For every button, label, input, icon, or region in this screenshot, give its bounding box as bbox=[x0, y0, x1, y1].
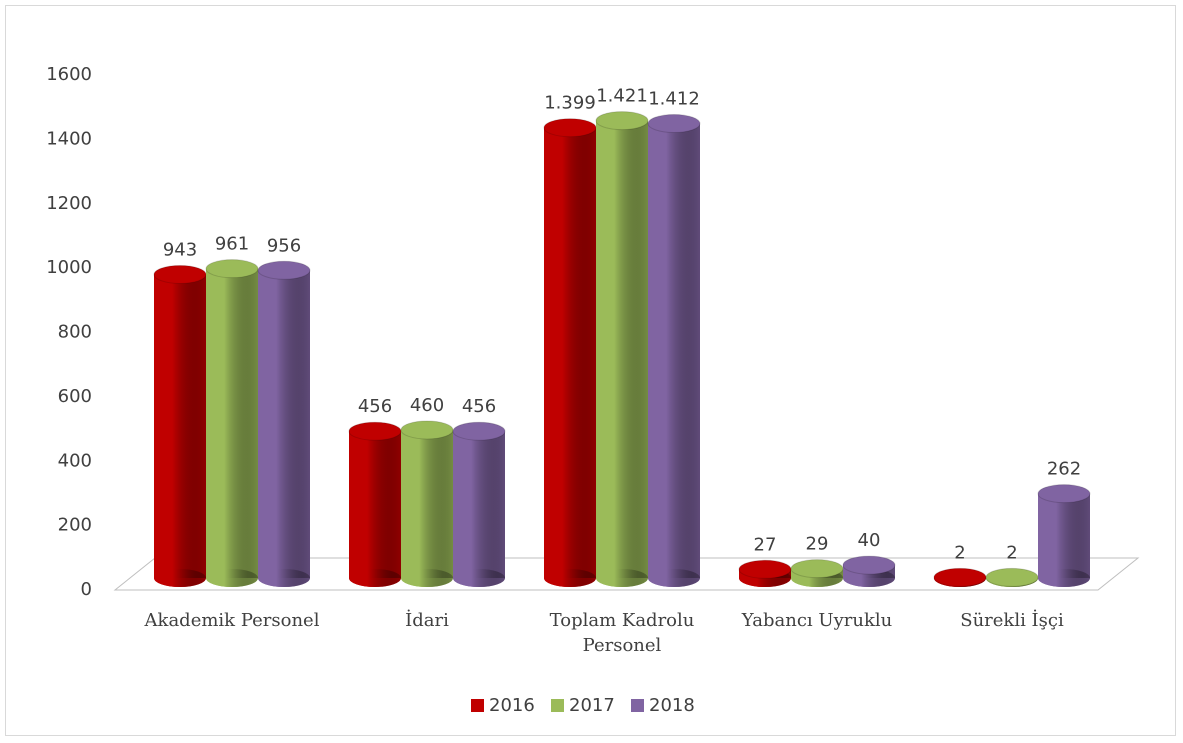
x-tick-label: İdari bbox=[405, 610, 449, 631]
cylinder-shade bbox=[453, 431, 505, 578]
value-label: 27 bbox=[754, 534, 777, 555]
cylinder bbox=[452, 421, 506, 587]
cylinder bbox=[842, 555, 896, 587]
legend-label: 2017 bbox=[569, 695, 615, 716]
cylinder-shade bbox=[544, 127, 596, 579]
cylinder-top bbox=[842, 555, 896, 575]
value-label: 460 bbox=[410, 395, 444, 416]
cylinder-top bbox=[543, 118, 597, 138]
cylinder-top bbox=[595, 111, 649, 131]
legend-label: 2016 bbox=[489, 695, 535, 716]
cylinder-bottom-shade bbox=[206, 569, 258, 587]
value-label: 2 bbox=[954, 542, 965, 563]
legend-swatch bbox=[471, 699, 484, 712]
cylinder bbox=[543, 118, 597, 587]
cylinder-top bbox=[205, 259, 259, 279]
cylinder-bottom-shade bbox=[544, 569, 596, 587]
value-label: 1.421 bbox=[596, 86, 648, 107]
cylinder-shade bbox=[596, 120, 648, 578]
value-label: 2 bbox=[1006, 542, 1017, 563]
cylinder-top bbox=[647, 114, 701, 134]
cylinder-shade bbox=[206, 268, 258, 578]
cylinder bbox=[595, 111, 649, 587]
cylinder bbox=[647, 114, 701, 587]
y-tick-label: 400 bbox=[58, 450, 92, 471]
y-tick-label: 200 bbox=[58, 515, 92, 536]
cylinder bbox=[985, 567, 1039, 587]
cylinder-top bbox=[1037, 484, 1091, 504]
cylinder-top bbox=[348, 421, 402, 441]
value-label: 1.399 bbox=[544, 93, 596, 114]
cylinder bbox=[790, 559, 844, 587]
legend-label: 2018 bbox=[649, 695, 695, 716]
y-tick-label: 1600 bbox=[46, 64, 92, 85]
cylinder bbox=[348, 421, 402, 587]
cylinder-bottom-shade bbox=[401, 569, 453, 587]
cylinder-top bbox=[452, 421, 506, 441]
cylinder-shade bbox=[154, 274, 206, 578]
cylinder-bottom-shade bbox=[843, 569, 895, 587]
cylinder-top bbox=[738, 559, 792, 579]
value-label: 29 bbox=[806, 534, 829, 555]
y-tick-label: 600 bbox=[58, 386, 92, 407]
cylinder-shade bbox=[1038, 493, 1090, 578]
cylinder bbox=[1037, 484, 1091, 587]
cylinder-shade bbox=[401, 429, 453, 578]
cylinder-top bbox=[400, 420, 454, 440]
cylinder-shade bbox=[258, 270, 310, 578]
cylinder-bottom-shade bbox=[453, 569, 505, 587]
cylinder-shade bbox=[349, 431, 401, 578]
cylinder-top bbox=[153, 264, 207, 284]
value-label: 961 bbox=[215, 234, 249, 255]
cylinder-top bbox=[933, 567, 987, 587]
cylinder-shade bbox=[648, 123, 700, 578]
cylinder bbox=[153, 264, 207, 587]
y-tick-label: 1400 bbox=[46, 128, 92, 149]
cylinder-bottom-shade bbox=[349, 569, 401, 587]
y-tick-label: 0 bbox=[81, 579, 92, 600]
x-tick-label: Yabancı Uyruklu bbox=[741, 610, 893, 631]
y-tick-label: 1000 bbox=[46, 257, 92, 278]
value-label: 943 bbox=[163, 239, 197, 260]
cylinder-top bbox=[985, 567, 1039, 587]
cylinder bbox=[400, 420, 454, 587]
legend-swatch bbox=[551, 699, 564, 712]
value-label: 1.412 bbox=[648, 89, 700, 110]
cylinder-bottom-shade bbox=[154, 569, 206, 587]
cylinder-bottom-shade bbox=[1038, 569, 1090, 587]
value-label: 456 bbox=[358, 396, 392, 417]
legend-swatch bbox=[631, 699, 644, 712]
cylinder bbox=[205, 259, 259, 587]
cylinder bbox=[257, 260, 311, 587]
x-tick-label: Akademik Personel bbox=[144, 610, 320, 631]
value-label: 956 bbox=[267, 235, 301, 256]
cylinder bbox=[738, 559, 792, 587]
y-tick-label: 800 bbox=[58, 322, 92, 343]
cylinder-bottom-shade bbox=[258, 569, 310, 587]
value-label: 262 bbox=[1047, 459, 1081, 480]
cylinder-bottom-shade bbox=[596, 569, 648, 587]
cylinder bbox=[933, 567, 987, 587]
y-tick-label: 1200 bbox=[46, 193, 92, 214]
cylinder-top bbox=[790, 559, 844, 579]
value-label: 40 bbox=[858, 530, 881, 551]
cylinder-top bbox=[257, 260, 311, 280]
x-tick-label: Toplam Kadrolu Personel bbox=[549, 610, 695, 656]
cylinder-bottom-shade bbox=[648, 569, 700, 587]
x-tick-label: Sürekli İşçi bbox=[960, 610, 1064, 631]
value-label: 456 bbox=[462, 396, 496, 417]
